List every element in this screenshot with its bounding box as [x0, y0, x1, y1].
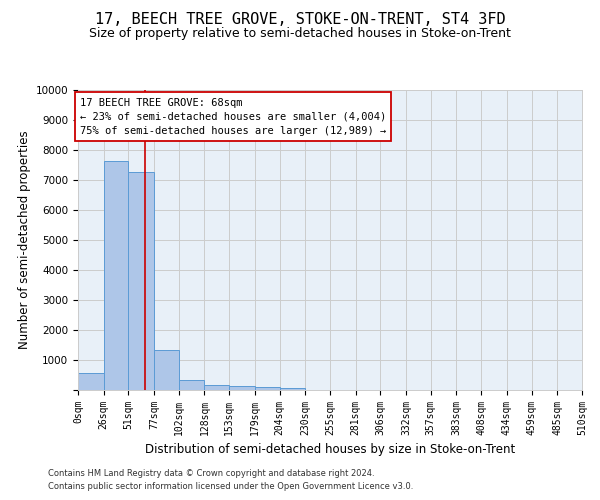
X-axis label: Distribution of semi-detached houses by size in Stoke-on-Trent: Distribution of semi-detached houses by … [145, 444, 515, 456]
Bar [205, 385, 229, 390]
Bar [78, 373, 104, 390]
Text: Contains HM Land Registry data © Crown copyright and database right 2024.: Contains HM Land Registry data © Crown c… [48, 468, 374, 477]
Text: 17, BEECH TREE GROVE, STOKE-ON-TRENT, ST4 3FD: 17, BEECH TREE GROVE, STOKE-ON-TRENT, ST… [95, 12, 505, 28]
Bar [128, 172, 154, 390]
Bar [104, 162, 128, 390]
Text: Contains public sector information licensed under the Open Government Licence v3: Contains public sector information licen… [48, 482, 413, 491]
Bar [280, 388, 305, 390]
Bar [154, 350, 179, 390]
Text: Size of property relative to semi-detached houses in Stoke-on-Trent: Size of property relative to semi-detach… [89, 28, 511, 40]
Bar [255, 387, 280, 390]
Y-axis label: Number of semi-detached properties: Number of semi-detached properties [19, 130, 31, 350]
Text: 17 BEECH TREE GROVE: 68sqm
← 23% of semi-detached houses are smaller (4,004)
75%: 17 BEECH TREE GROVE: 68sqm ← 23% of semi… [80, 98, 386, 136]
Bar [179, 380, 205, 390]
Bar [229, 386, 255, 390]
